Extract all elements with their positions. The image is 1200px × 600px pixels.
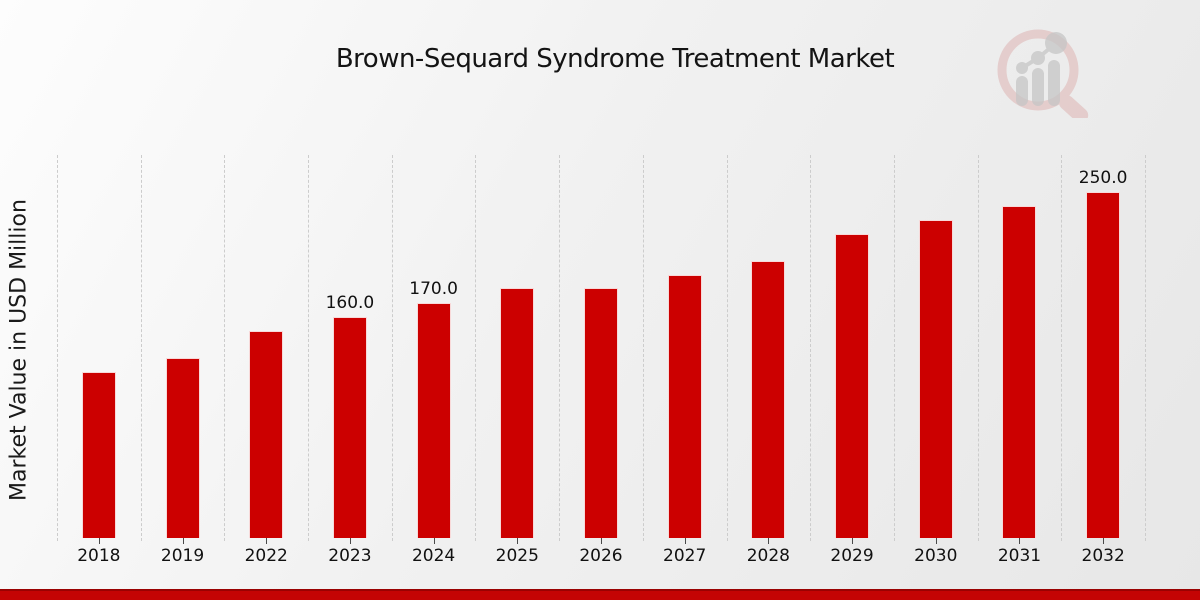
x-axis-tick [266, 538, 268, 544]
market-research-future-logo [988, 28, 1100, 123]
gridline [726, 155, 728, 541]
bar-value-label-2024: 170.0 [409, 279, 458, 299]
bar-value-label-2023: 160.0 [325, 293, 375, 313]
x-axis-label-2018: 2018 [77, 546, 121, 566]
bar-2032 [1086, 192, 1121, 538]
bar-2023 [332, 317, 367, 538]
bar-value-label-2032: 250.0 [1078, 168, 1128, 188]
gridline [224, 155, 226, 541]
bar-2025 [500, 288, 535, 538]
x-axis-tick [935, 538, 937, 544]
x-axis-label-2022: 2022 [244, 546, 288, 566]
x-axis-label-2029: 2029 [830, 546, 874, 566]
bar-2031 [1002, 206, 1037, 538]
x-axis-label-2026: 2026 [579, 546, 623, 566]
x-axis-label-2019: 2019 [160, 546, 205, 566]
x-axis-label-2032: 2032 [1081, 546, 1125, 566]
x-axis-label-2030: 2030 [914, 546, 958, 566]
gridline [475, 155, 477, 541]
x-axis-label-2031: 2031 [997, 546, 1042, 566]
bar-2018 [81, 372, 116, 538]
bar-2029 [835, 234, 870, 538]
gridline [642, 155, 644, 541]
footer-accent-strip [0, 589, 1200, 600]
gridline [140, 155, 142, 541]
x-axis-tick [1103, 538, 1105, 544]
x-axis-label-2025: 2025 [495, 546, 539, 566]
bar-2027 [667, 275, 702, 538]
gridline [559, 155, 561, 541]
bar-2019 [165, 358, 200, 538]
x-axis-tick [517, 538, 519, 544]
x-axis-tick [433, 538, 435, 544]
bar-chart-plot-area: 160.0 170.0 250.0 [57, 155, 1146, 544]
gridline [1061, 155, 1063, 541]
x-axis-tick [98, 538, 100, 544]
gridline [57, 155, 58, 541]
x-axis-labels: 2018 2019 2022 2023 2024 2025 2026 2027 2028 2029… [57, 546, 1145, 570]
x-axis-tick [601, 538, 602, 544]
gridline [810, 155, 812, 541]
gridline [977, 155, 979, 541]
bar-2022 [249, 331, 284, 538]
gridline [893, 155, 895, 541]
bar-2024 [416, 303, 451, 538]
gridline [308, 155, 310, 541]
bar-2028 [751, 261, 786, 538]
x-axis-tick [684, 538, 686, 544]
x-axis-tick [349, 538, 351, 544]
x-axis-label-2023: 2023 [328, 546, 372, 566]
magnifier-barchart-logo-icon [997, 29, 1089, 123]
bar-2030 [918, 220, 953, 538]
x-axis-tick [182, 538, 184, 544]
y-axis-label: Market Value in USD Million [6, 199, 32, 501]
bar-2026 [584, 288, 618, 538]
chart-title: Brown-Sequard Syndrome Treatment Market [335, 44, 895, 74]
gridline [391, 155, 393, 541]
x-axis-label-2027: 2027 [663, 546, 707, 566]
x-axis-tick [768, 538, 770, 544]
gridline [1145, 155, 1146, 541]
x-axis-tick [1019, 538, 1021, 544]
x-axis-tick [852, 538, 854, 544]
x-axis-label-2028: 2028 [746, 546, 790, 566]
x-axis-label-2024: 2024 [411, 546, 456, 566]
